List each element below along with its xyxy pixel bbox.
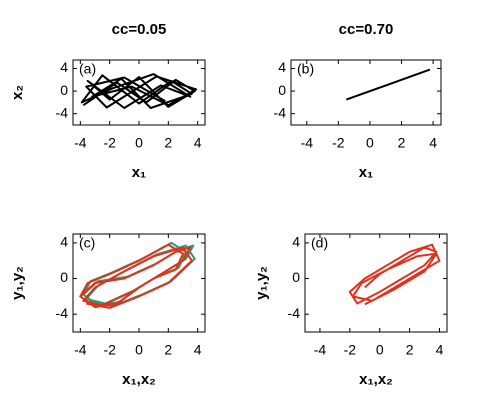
y-axis-label: y₁,y₂ <box>9 266 26 300</box>
y-tick-label: 4 <box>292 234 300 250</box>
y-tick-label: 0 <box>60 82 68 98</box>
x-tick-label: -2 <box>344 342 357 358</box>
panel-label: (a) <box>79 61 96 77</box>
x-tick-label: 2 <box>406 342 414 358</box>
x-tick-label: 0 <box>366 135 374 151</box>
x-tick-label: 0 <box>135 135 143 151</box>
x-tick-label: 4 <box>429 135 437 151</box>
x-tick-label: -4 <box>74 342 87 358</box>
y-tick-label: 4 <box>278 59 286 75</box>
x-tick-label: 4 <box>194 135 202 151</box>
y-tick-label: -4 <box>56 305 69 321</box>
x-tick-label: -2 <box>103 135 116 151</box>
x-tick-label: 4 <box>436 342 444 358</box>
trajectory <box>79 243 193 309</box>
y-tick-label: 4 <box>60 59 68 75</box>
plot-frame <box>304 233 448 333</box>
trajectory <box>82 241 196 308</box>
x-tick-label: -4 <box>74 135 87 151</box>
x-tick-label: -4 <box>314 342 327 358</box>
y-tick-label: 0 <box>278 82 286 98</box>
panel-label: (c) <box>79 235 95 251</box>
y-tick-label: 0 <box>292 269 300 285</box>
panel-title: cc=0.05 <box>112 21 167 38</box>
y-axis-label: x₂ <box>9 85 26 100</box>
trajectory <box>348 243 441 306</box>
x-axis-label: x₁,x₂ <box>359 371 393 388</box>
x-tick-label: 2 <box>164 135 172 151</box>
x-tick-label: -2 <box>103 342 116 358</box>
y-axis-label: y₁,y₂ <box>253 266 270 300</box>
x-axis-label: x₁ <box>359 164 374 181</box>
x-tick-label: -4 <box>301 135 314 151</box>
y-tick-label: 0 <box>60 269 68 285</box>
panel-label: (b) <box>297 61 314 77</box>
trajectory <box>345 68 431 101</box>
y-tick-label: -4 <box>274 104 287 120</box>
y-tick-label: -4 <box>288 305 301 321</box>
plot-frame <box>290 59 442 126</box>
panel-label: (d) <box>311 235 328 251</box>
x-tick-label: -2 <box>332 135 345 151</box>
x-axis-label: x₁ <box>132 164 147 181</box>
y-tick-label: 4 <box>60 234 68 250</box>
x-tick-label: 4 <box>194 342 202 358</box>
x-tick-label: 2 <box>164 342 172 358</box>
x-tick-label: 2 <box>398 135 406 151</box>
x-tick-label: 0 <box>376 342 384 358</box>
x-tick-label: 0 <box>135 342 143 358</box>
panel-title: cc=0.70 <box>339 21 394 38</box>
x-axis-label: x₁,x₂ <box>122 371 156 388</box>
y-tick-label: -4 <box>56 104 69 120</box>
trajectory <box>80 73 198 109</box>
